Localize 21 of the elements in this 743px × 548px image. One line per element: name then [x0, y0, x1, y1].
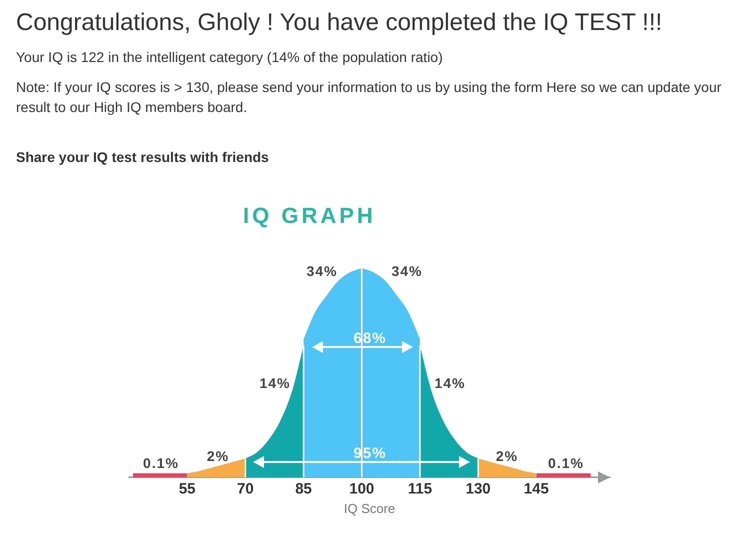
x-tick-label: 100	[349, 480, 374, 498]
chart-title: IQ GRAPH	[243, 203, 376, 229]
annotation: 34%	[306, 263, 338, 279]
annotation: 0.1%	[548, 455, 584, 471]
annotation: 2%	[496, 448, 518, 464]
x-tick-label: 115	[408, 480, 432, 498]
annotation: 14%	[259, 375, 291, 391]
x-axis-title: IQ Score	[344, 500, 396, 516]
x-tick-label: 130	[466, 480, 491, 498]
text: Your IQ is 122 in the intelligent category (14% of the population ratio)	[16, 48, 443, 67]
text: Congratulations, Gholy ! You have completed the IQ TEST !!!	[16, 8, 662, 38]
text: Note: If your IQ scores is > 130, please send your information to us by using the form Here so we can update your result to our High IQ members board.	[16, 78, 722, 117]
x-tick-label: 145	[524, 480, 549, 498]
annotation: 2%	[206, 448, 230, 464]
text: Share your IQ test results with friends	[16, 148, 269, 167]
annotation: 0.1%	[143, 455, 179, 471]
annotation: 34%	[391, 263, 423, 279]
x-tick-label: 70	[237, 480, 254, 498]
annotation: 14%	[434, 375, 466, 391]
x-tick-label: 85	[295, 480, 312, 498]
x-tick-label: 55	[178, 480, 196, 498]
